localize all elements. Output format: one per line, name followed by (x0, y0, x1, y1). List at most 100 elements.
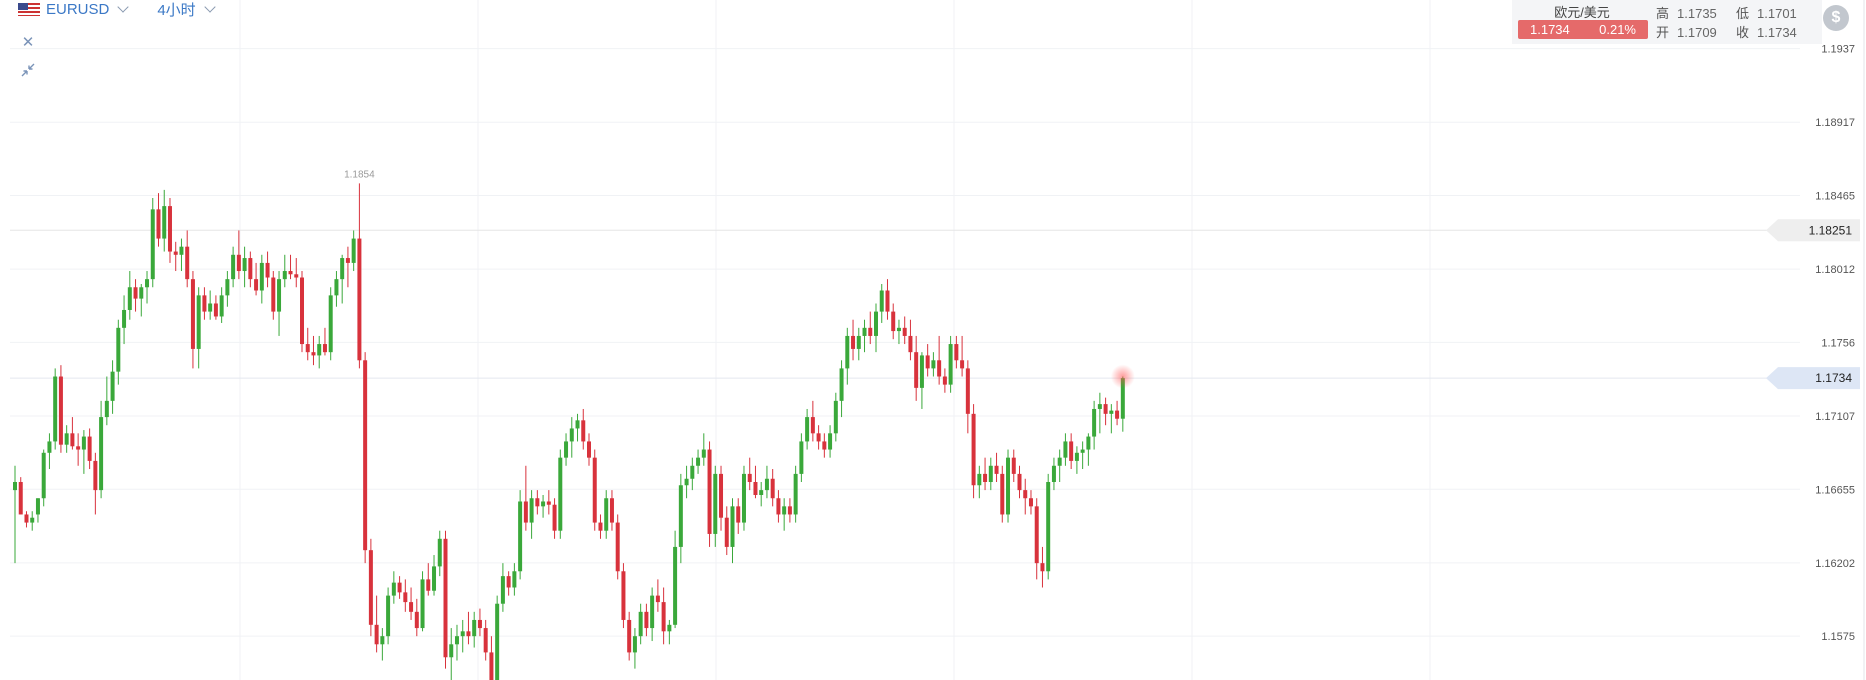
candle-body (575, 420, 580, 429)
candle-body (782, 506, 787, 515)
candle-body (380, 636, 385, 645)
candle-body (891, 311, 896, 332)
candle-body (449, 644, 454, 658)
candle-body (219, 295, 224, 317)
candle-body (397, 582, 402, 593)
candle-body (833, 400, 838, 434)
candle-body (265, 262, 270, 278)
candle-body (460, 631, 465, 637)
candle-body (638, 611, 643, 637)
open-value: 1.1709 (1677, 25, 1717, 40)
candle-body (305, 344, 310, 353)
y-tick-label: 1.16202 (1815, 558, 1855, 570)
close-value: 1.1734 (1757, 25, 1797, 40)
candle-body (483, 628, 488, 653)
low-value: 1.1701 (1757, 6, 1797, 21)
y-tick-label: 1.18465 (1815, 191, 1855, 203)
candle-body (592, 457, 597, 523)
candle-body (334, 279, 339, 296)
change-percent: 0.21% (1599, 22, 1636, 37)
candle-body (322, 344, 327, 353)
candle-body (1109, 410, 1114, 414)
candle-body (1034, 506, 1039, 564)
low-cell: 低 1.1701 (1736, 3, 1797, 22)
candle-body (122, 309, 127, 328)
candle-body (1063, 441, 1068, 458)
candle-body (317, 344, 322, 356)
candle-body (340, 258, 345, 280)
candle-body (701, 449, 706, 458)
candle-body (655, 595, 660, 603)
candle-body (386, 595, 391, 637)
candle-body (581, 420, 586, 442)
candle-body (512, 571, 517, 588)
close-icon[interactable]: ✕ (21, 34, 35, 51)
candle-body (764, 478, 769, 491)
candle-body (277, 279, 282, 312)
candle-body (627, 619, 632, 653)
last-price: 1.1734 (1530, 22, 1570, 37)
crosshair-price-tag (1766, 219, 1860, 242)
candle-body (145, 279, 150, 288)
chevron-down-icon (204, 1, 216, 13)
candle-body (925, 355, 930, 369)
candle-body (816, 433, 821, 442)
symbol-selector[interactable]: EURUSD (18, 1, 130, 18)
candle-body (828, 433, 833, 450)
timeframe-selector[interactable]: 4小时 (157, 0, 216, 20)
candle-body (414, 611, 419, 629)
current-price-label: 1.1734 (1815, 371, 1852, 385)
candle-body (971, 413, 976, 486)
candle-body (190, 279, 195, 349)
candle-body (248, 258, 253, 280)
candle-body (1115, 410, 1120, 419)
candle-body (805, 417, 810, 442)
candle-body (965, 368, 970, 414)
candle-body (454, 636, 459, 645)
candle-body (770, 478, 775, 499)
grid (10, 0, 1800, 680)
candle-body (41, 452, 46, 499)
candle-body (1028, 498, 1033, 507)
candle-body (150, 209, 155, 280)
y-tick-label: 1.17107 (1815, 411, 1855, 423)
candle-body (994, 465, 999, 474)
candle-body (587, 441, 591, 458)
candle-body (231, 254, 236, 280)
candle-body (300, 277, 304, 345)
candle-body (409, 602, 414, 612)
candle-body (13, 482, 17, 491)
candle-body (185, 246, 190, 280)
candle-body (363, 360, 368, 551)
y-tick-label: 1.18917 (1815, 117, 1855, 129)
candle-body (282, 271, 287, 280)
candle-body (139, 287, 144, 299)
candle-body (862, 327, 867, 336)
candle-body (690, 465, 695, 479)
candle-body (839, 368, 844, 401)
candle-body (707, 449, 712, 534)
high-value: 1.1735 (1677, 6, 1717, 21)
candle-body (1074, 452, 1079, 461)
candle-body (1011, 457, 1016, 474)
candle-body (70, 433, 75, 447)
close-label: 收 (1736, 25, 1750, 40)
candle-body (851, 335, 856, 349)
chart-toolbar: EURUSD 4小时 (18, 0, 216, 20)
collapse-icon-glyph (21, 63, 35, 77)
y-tick-label: 1.1756 (1821, 337, 1855, 349)
collapse-icon[interactable] (20, 63, 36, 81)
candle-body (489, 652, 494, 680)
candle-body (104, 400, 109, 418)
candle-body (988, 465, 993, 483)
candle-body (271, 277, 276, 312)
candle-body (76, 446, 81, 450)
candle-body (1120, 378, 1125, 419)
candle-body (208, 303, 213, 312)
candle-body (896, 327, 901, 332)
candles: 1.1854 (13, 169, 1135, 680)
candle-body (696, 457, 701, 466)
dollar-icon[interactable]: $ (1823, 5, 1849, 31)
us-flag-icon (18, 2, 40, 16)
